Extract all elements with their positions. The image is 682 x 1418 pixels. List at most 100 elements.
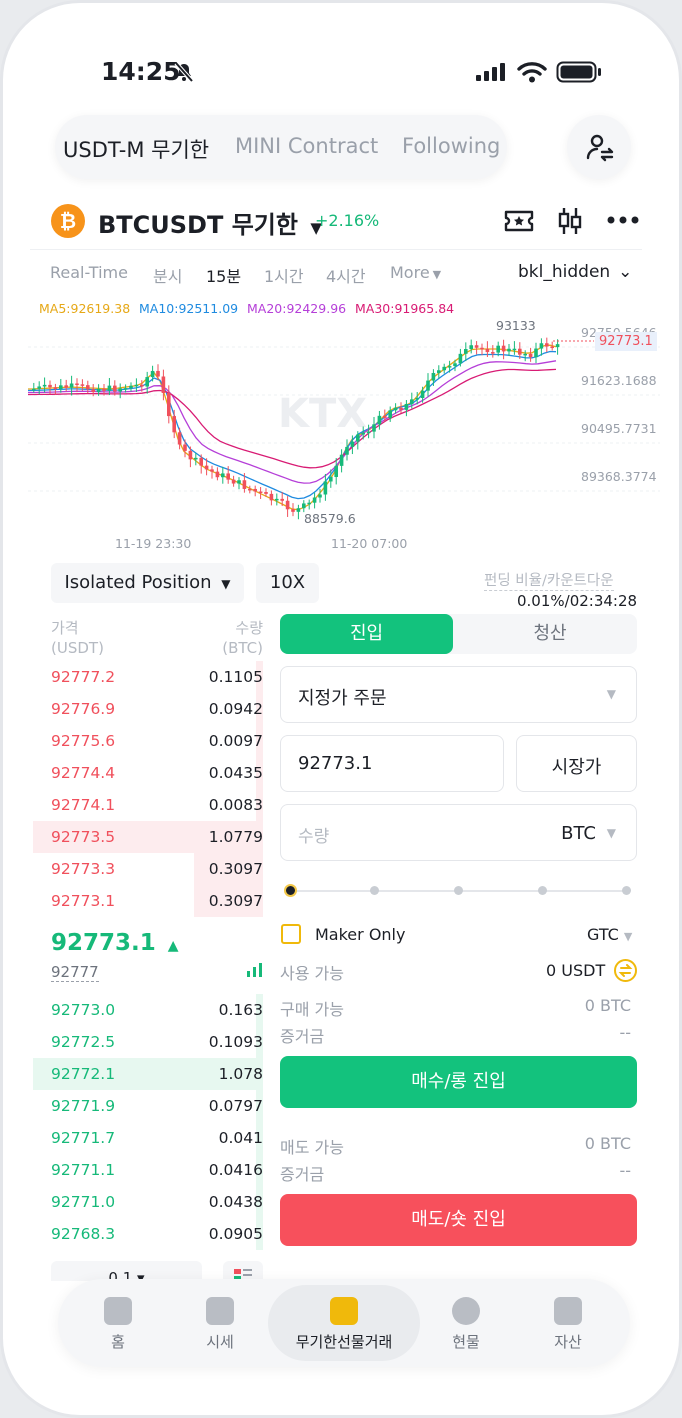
depth-bars-icon[interactable]: [247, 963, 263, 977]
depth-bar: [256, 757, 263, 789]
ask-row[interactable]: 92776.9 0.0942: [33, 693, 263, 725]
bid-row[interactable]: 92771.7 0.041: [33, 1122, 263, 1154]
candlestick-icon[interactable]: [557, 206, 583, 236]
bid-row[interactable]: 92771.0 0.0438: [33, 1186, 263, 1218]
sell-short-button[interactable]: 매도/숏 진입: [280, 1194, 637, 1246]
leverage-button[interactable]: 10X: [256, 563, 319, 603]
order-type-select[interactable]: 지정가 주문 ▼: [280, 666, 637, 723]
candle-body: [399, 407, 403, 410]
candle-body: [388, 410, 392, 418]
symbol-selector[interactable]: BTCUSDT 무기한 ▼: [98, 205, 322, 240]
bid-row[interactable]: 92768.3 0.0905: [33, 1218, 263, 1250]
nav-markets[interactable]: 시세: [170, 1279, 270, 1367]
candle-body: [194, 457, 198, 460]
candle-body: [523, 353, 527, 356]
candlestick-chart[interactable]: KTX: [28, 319, 660, 535]
price-input[interactable]: 92773.1: [280, 735, 504, 792]
candle-body: [188, 450, 193, 460]
candle-body: [140, 384, 144, 387]
funding-value: 0.01%/02:34:28: [517, 592, 638, 610]
bid-price: 92771.9: [51, 1097, 116, 1115]
bottom-nav: 홈 시세 무기한선물거래 현물 자산: [58, 1279, 630, 1367]
ask-row[interactable]: 92773.5 1.0779: [33, 821, 263, 853]
orderbook-qty-header: 수량 (BTC): [222, 619, 263, 657]
sell-available-label: 매도 가능: [280, 1138, 344, 1157]
depth-bar: [256, 1122, 263, 1154]
candle-body: [491, 352, 495, 354]
tf-4h[interactable]: 4시간: [326, 267, 366, 286]
candle-body: [75, 383, 79, 385]
caret-down-icon: ▾: [132, 1269, 145, 1281]
account-switch-button[interactable]: [567, 115, 631, 179]
tab-usdt-m[interactable]: USDT-M 무기한: [63, 138, 210, 162]
trend-up-icon: [330, 1297, 358, 1325]
sell-margin-label: 증거금: [280, 1165, 325, 1184]
candle-body: [150, 370, 155, 378]
ask-row[interactable]: 92773.3 0.3097: [33, 853, 263, 885]
tab-mini-contract[interactable]: MINI Contract: [235, 134, 379, 158]
more-icon[interactable]: [607, 215, 639, 225]
home-icon: [104, 1297, 132, 1325]
quantity-slider-handle[interactable]: [284, 884, 297, 897]
ask-price: 92773.1: [51, 892, 116, 910]
tf-1h[interactable]: 1시간: [264, 267, 304, 286]
tif-select[interactable]: GTC ▼: [587, 925, 632, 944]
nav-spot[interactable]: 현물: [416, 1279, 516, 1367]
candle-body: [221, 473, 225, 478]
axis-price-2: 91623.1688: [581, 373, 657, 388]
ask-price: 92774.4: [51, 764, 116, 782]
bid-row[interactable]: 92773.0 0.163: [33, 994, 263, 1026]
slider-step-100[interactable]: [622, 886, 631, 895]
nav-assets[interactable]: 자산: [518, 1279, 618, 1367]
tab-close[interactable]: 청산: [533, 623, 567, 644]
chart-style-select[interactable]: bkl_hidden ⌄: [518, 262, 632, 282]
tif-label: GTC: [587, 925, 619, 944]
x-label-2: 11-20 07:00: [331, 536, 408, 551]
precision-select[interactable]: 0.1 ▾: [51, 1261, 202, 1281]
nav-futures[interactable]: 무기한선물거래: [268, 1285, 420, 1361]
bid-row[interactable]: 92771.1 0.0416: [33, 1154, 263, 1186]
candle-body: [86, 385, 90, 390]
candle-body: [291, 509, 295, 512]
position-mode-select[interactable]: Isolated Position ▼: [51, 563, 244, 603]
market-price-button[interactable]: 시장가: [516, 735, 637, 792]
orderbook-layout-button[interactable]: [223, 1261, 263, 1281]
nav-home[interactable]: 홈: [68, 1279, 168, 1367]
bid-row[interactable]: 92771.9 0.0797: [33, 1090, 263, 1122]
tf-realtime[interactable]: Real-Time: [50, 263, 128, 282]
maker-only-checkbox[interactable]: [281, 924, 301, 944]
ma30-label: MA30:91965.84: [355, 301, 455, 316]
tf-15m[interactable]: 15분: [206, 267, 242, 286]
ask-row[interactable]: 92775.6 0.0097: [33, 725, 263, 757]
ask-row[interactable]: 92777.2 0.1105: [33, 661, 263, 693]
depth-bar: [256, 1186, 263, 1218]
exchange-icon: [452, 1297, 480, 1325]
ask-row[interactable]: 92774.1 0.0083: [33, 789, 263, 821]
tab-following[interactable]: Following: [402, 134, 501, 158]
candle-body: [431, 372, 436, 381]
ticket-icon[interactable]: [503, 207, 535, 235]
tf-line[interactable]: 분시: [153, 267, 183, 286]
bid-row[interactable]: 92772.1 1.078: [33, 1058, 263, 1090]
transfer-icon[interactable]: [614, 959, 637, 982]
slider-step-25[interactable]: [370, 886, 379, 895]
tab-open[interactable]: 진입: [280, 614, 453, 654]
price-input-value: 92773.1: [298, 753, 373, 774]
depth-bar: [256, 1154, 263, 1186]
quantity-input[interactable]: 수량 BTC ▼: [280, 804, 637, 861]
tf-more[interactable]: More ▼: [390, 263, 441, 282]
ask-row[interactable]: 92773.1 0.3097: [33, 885, 263, 917]
candle-body: [69, 383, 74, 388]
bid-qty: 0.1093: [208, 1033, 263, 1051]
bid-row[interactable]: 92772.5 0.1093: [33, 1026, 263, 1058]
ma20-line: [28, 360, 557, 484]
slider-step-75[interactable]: [538, 886, 547, 895]
candle-body: [48, 384, 52, 388]
slider-step-50[interactable]: [454, 886, 463, 895]
quantity-unit[interactable]: BTC: [561, 823, 596, 844]
candle-body: [275, 498, 279, 501]
ask-row[interactable]: 92774.4 0.0435: [33, 757, 263, 789]
buy-long-button[interactable]: 매수/롱 진입: [280, 1056, 637, 1108]
candle-body: [118, 388, 122, 392]
funding-label[interactable]: 펀딩 비율/카운트다운: [484, 569, 614, 591]
